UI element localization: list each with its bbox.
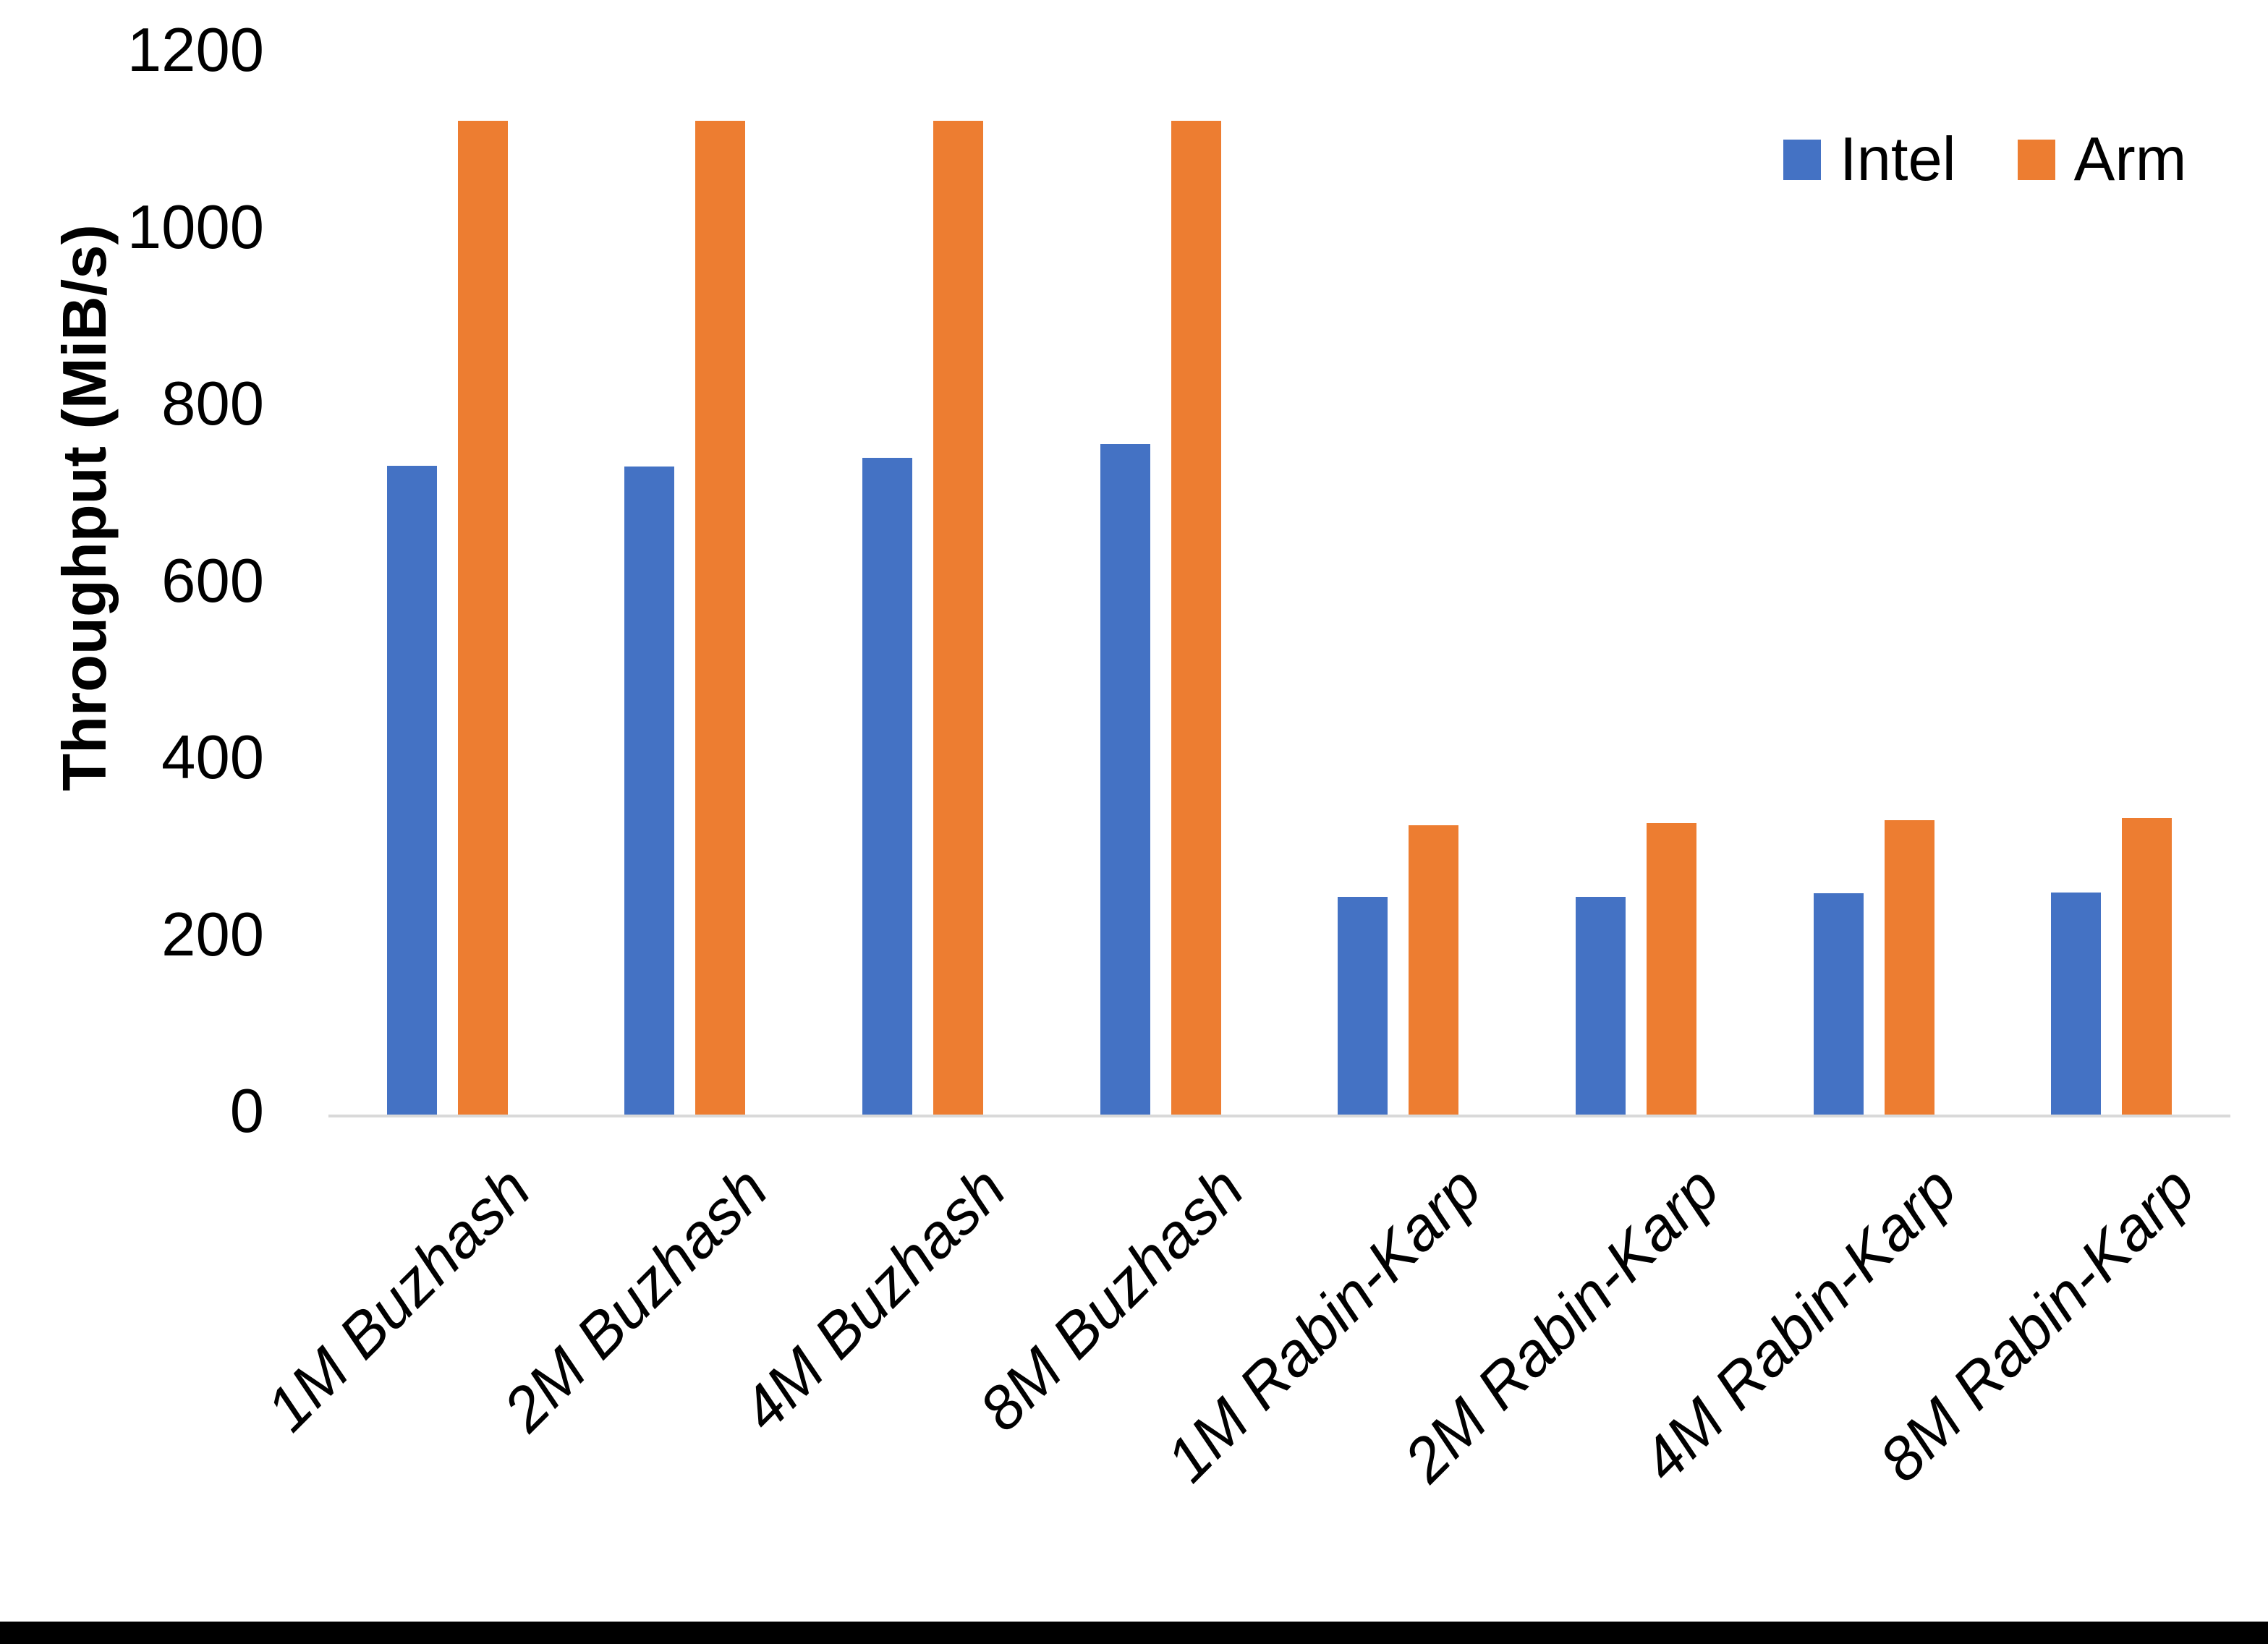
legend-label-intel: Intel: [1840, 125, 1956, 194]
y-tick-label: 1200: [127, 16, 264, 85]
bottom-border: [0, 1622, 2268, 1644]
bar-intel-8m-buzhash: [1100, 444, 1150, 1115]
legend-item-arm: Arm: [2017, 124, 2187, 195]
bar-group-1m-buzhash: [328, 54, 566, 1115]
bar-arm-4m-rabin-karp: [1884, 819, 1934, 1115]
legend: Intel Arm: [1783, 124, 2186, 195]
bar-group-8m-buzhash: [1042, 54, 1280, 1115]
legend-item-intel: Intel: [1783, 124, 1956, 195]
bar-intel-1m-buzhash: [386, 465, 437, 1115]
bar-intel-4m-rabin-karp: [1813, 893, 1864, 1115]
bar-group-2m-rabin-karp: [1517, 54, 1755, 1115]
bar-intel-4m-buzhash: [862, 457, 913, 1115]
bar-arm-2m-rabin-karp: [1646, 822, 1696, 1115]
legend-label-arm: Arm: [2073, 125, 2187, 194]
plot-area: [328, 54, 2230, 1115]
y-tick-label: 400: [161, 723, 264, 792]
y-tick-label: 600: [161, 546, 264, 616]
bar-arm-8m-buzhash: [1171, 120, 1221, 1115]
bar-arm-1m-buzhash: [457, 120, 508, 1115]
bar-groups: [328, 54, 2230, 1115]
y-tick-label: 1000: [127, 192, 264, 262]
legend-swatch-arm: [2017, 140, 2055, 180]
y-tick-label: 0: [229, 1077, 264, 1146]
bar-arm-2m-buzhash: [695, 120, 746, 1115]
legend-swatch-intel: [1783, 140, 1821, 180]
bar-arm-8m-rabin-karp: [2122, 818, 2173, 1115]
bar-group-1m-rabin-karp: [1280, 54, 1518, 1115]
bar-arm-4m-buzhash: [933, 120, 984, 1115]
bar-group-8m-rabin-karp: [1992, 54, 2230, 1115]
bar-group-4m-buzhash: [804, 54, 1042, 1115]
y-tick-label: 800: [161, 370, 264, 438]
bar-arm-1m-rabin-karp: [1409, 825, 1459, 1115]
bar-intel-2m-rabin-karp: [1575, 897, 1626, 1115]
bar-intel-8m-rabin-karp: [2051, 893, 2102, 1115]
bar-group-4m-rabin-karp: [1755, 54, 1993, 1115]
bar-intel-1m-rabin-karp: [1338, 897, 1388, 1115]
y-axis-title: Throughput (MiB/s): [51, 224, 119, 791]
bar-intel-2m-buzhash: [624, 466, 675, 1115]
bar-group-2m-buzhash: [566, 54, 804, 1115]
y-tick-label: 200: [161, 900, 264, 969]
x-axis-line: [328, 1115, 2230, 1117]
